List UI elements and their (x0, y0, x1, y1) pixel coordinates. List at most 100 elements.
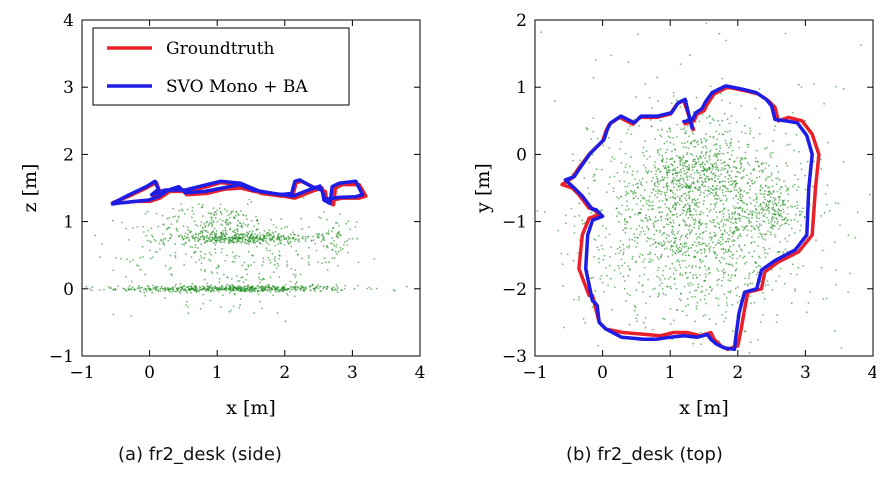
point-cloud-dot (714, 152, 716, 155)
point-cloud-dot (757, 205, 760, 207)
point-cloud-dot (728, 174, 731, 177)
point-cloud-dot (672, 182, 675, 185)
point-cloud-dot (793, 149, 795, 152)
point-cloud-dot (153, 238, 156, 241)
point-cloud-dot (744, 330, 746, 332)
point-cloud-dot (749, 130, 752, 132)
point-cloud-dot (220, 211, 223, 214)
point-cloud-dot (751, 217, 753, 219)
point-cloud-dot (584, 321, 587, 324)
point-cloud-dot (739, 233, 742, 236)
point-cloud-dot (731, 257, 734, 260)
point-cloud-dot (608, 264, 611, 267)
point-cloud-dot (684, 132, 686, 134)
point-cloud-dot (94, 234, 97, 237)
point-cloud-dot (270, 218, 272, 221)
point-cloud-dot (240, 233, 242, 236)
point-cloud-dot (697, 157, 699, 160)
point-cloud-dot (183, 213, 186, 215)
point-cloud-dot (725, 240, 728, 243)
plot-frame-top (534, 19, 874, 357)
point-cloud-dot (344, 284, 347, 287)
point-cloud-dot (347, 220, 350, 223)
point-cloud-dot (740, 104, 743, 107)
point-cloud-dot (181, 243, 184, 246)
point-cloud-dot (669, 136, 671, 139)
point-cloud-dot (707, 186, 710, 189)
point-cloud-dot (103, 288, 105, 291)
point-cloud-dot (648, 215, 651, 218)
point-cloud-dot (665, 206, 668, 209)
point-cloud-dot (215, 211, 217, 213)
point-cloud-dot (754, 160, 757, 163)
point-cloud-dot (299, 288, 302, 291)
point-cloud-dot (178, 290, 181, 293)
point-cloud-dot (262, 260, 265, 263)
point-cloud-dot (698, 225, 700, 228)
point-cloud-dot (739, 161, 742, 163)
point-cloud-dot (735, 229, 738, 232)
point-cloud-dot (296, 253, 299, 256)
point-cloud-dot (798, 83, 800, 86)
point-cloud-dot (289, 242, 292, 245)
point-cloud-dot (631, 173, 634, 176)
point-cloud-dot (705, 160, 708, 163)
point-cloud-dot (708, 247, 711, 250)
point-cloud-dot (697, 206, 700, 209)
point-cloud-dot (274, 230, 277, 233)
point-cloud-dot (343, 287, 346, 290)
point-cloud-dot (734, 175, 737, 178)
point-cloud-dot (149, 257, 152, 260)
point-cloud-dot (728, 215, 731, 218)
point-cloud-dot (743, 255, 746, 258)
point-cloud-dot (628, 182, 631, 185)
point-cloud-dot (698, 258, 701, 261)
point-cloud-dot (592, 276, 594, 279)
point-cloud-dot (683, 180, 685, 183)
point-cloud-dot (721, 236, 724, 239)
point-cloud-dot (143, 288, 145, 291)
point-cloud-dot (702, 260, 704, 262)
point-cloud-dot (321, 262, 323, 264)
point-cloud-dot (671, 190, 673, 192)
point-cloud-dot (638, 281, 640, 284)
point-cloud-dot (209, 222, 212, 224)
point-cloud-dot (674, 148, 676, 151)
point-cloud-dot (155, 287, 158, 290)
point-cloud-dot (770, 269, 773, 271)
point-cloud-dot (683, 169, 686, 172)
point-cloud-dot (794, 290, 796, 292)
point-cloud-dot (650, 125, 653, 128)
point-cloud-dot (673, 237, 675, 239)
point-cloud-dot (679, 161, 682, 164)
point-cloud-dot (708, 251, 711, 253)
point-cloud-dot (671, 249, 674, 251)
point-cloud-dot (736, 286, 739, 288)
point-cloud-dot (771, 219, 773, 222)
point-cloud-dot (152, 287, 155, 290)
point-cloud-dot (677, 230, 680, 233)
point-cloud-dot (688, 225, 691, 228)
point-cloud-dot (678, 199, 681, 202)
point-cloud-dot (786, 213, 789, 215)
point-cloud-dot (704, 163, 706, 166)
point-cloud-dot (237, 285, 240, 287)
point-cloud-dot (233, 231, 236, 234)
point-cloud-dot (234, 214, 237, 217)
point-cloud-dot (704, 244, 707, 247)
point-cloud-dot (711, 178, 713, 181)
point-cloud-dot (797, 220, 799, 223)
point-cloud-dot (666, 189, 669, 191)
point-cloud-dot (713, 231, 716, 234)
point-cloud-dot (269, 233, 272, 236)
point-cloud-dot (747, 162, 749, 164)
point-cloud-dot (231, 210, 234, 213)
point-cloud-dot (847, 291, 849, 294)
point-cloud-dot (609, 277, 612, 280)
point-cloud-dot (735, 294, 738, 297)
point-cloud-dot (701, 285, 703, 288)
point-cloud-dot (295, 285, 298, 288)
point-cloud-dot (179, 292, 182, 294)
point-cloud-dot (708, 190, 711, 193)
point-cloud-dot (591, 306, 594, 308)
